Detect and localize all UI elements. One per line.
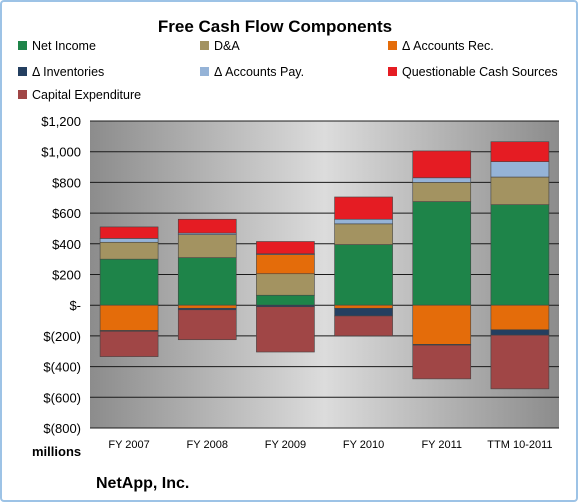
legend-label: Δ Accounts Rec. — [402, 39, 494, 53]
bar-segment-questionable-cash-sources — [99, 226, 159, 239]
legend-item-d-a: D&A — [200, 39, 240, 53]
legend-label: Δ Accounts Pay. — [214, 65, 304, 79]
bar-segment-accounts-rec — [334, 304, 393, 309]
x-tick-label: FY 2009 — [265, 439, 306, 451]
bar-segment-accounts-rec — [256, 254, 315, 275]
y-tick-label: $1,000 — [41, 145, 81, 160]
bar-segment-net-income — [412, 201, 472, 306]
legend-swatch — [18, 41, 27, 50]
x-tick-label: TTM 10-2011 — [487, 439, 552, 451]
legend-label: Net Income — [32, 39, 96, 53]
legend-swatch — [200, 41, 209, 50]
bar-group-fy-2011 — [412, 150, 472, 380]
units-label: millions — [32, 444, 81, 459]
bar-segment-capital-expenditure — [177, 309, 237, 341]
y-tick-label: $800 — [52, 175, 81, 190]
bar-segment-accounts-pay — [490, 161, 550, 178]
bar-segment-questionable-cash-sources — [490, 141, 550, 162]
company-name: NetApp, Inc. — [96, 475, 189, 492]
legend-label: Questionable Cash Sources — [402, 65, 558, 79]
legend-item-capital-expenditure: Capital Expenditure — [18, 88, 141, 102]
gridlines — [90, 120, 559, 429]
y-tick-label: $600 — [52, 206, 81, 221]
bar-segment-questionable-cash-sources — [256, 241, 315, 255]
bar-group-fy-2007 — [99, 226, 159, 357]
y-tick-label: $400 — [52, 237, 81, 252]
bar-group-fy-2008 — [177, 218, 237, 341]
y-tick-label: $(400) — [43, 360, 81, 375]
legend-swatch — [18, 67, 27, 76]
legend-swatch — [388, 67, 397, 76]
bar-segment-net-income — [256, 294, 315, 306]
legend-item-inventories: Δ Inventories — [18, 65, 104, 79]
y-tick-label: $1,200 — [41, 114, 81, 129]
bar-segment-capital-expenditure — [490, 334, 550, 390]
bar-segment-accounts-rec — [177, 304, 237, 309]
bar-group-ttm-10-2011 — [490, 141, 550, 390]
bar-segment-accounts-rec — [99, 304, 159, 331]
legend: Net Income D&A Δ Accounts Rec. Δ Inventorie… — [18, 39, 558, 102]
y-tick-label: $200 — [52, 268, 81, 283]
bar-group-fy-2010 — [334, 196, 393, 337]
x-tick-label: FY 2008 — [187, 439, 228, 451]
bar-segment-net-income — [334, 244, 393, 306]
y-tick-label: $(600) — [43, 390, 81, 405]
bar-segment-inventories — [334, 307, 393, 317]
y-tick-label: $- — [69, 298, 81, 313]
legend-item-net-income: Net Income — [18, 39, 96, 53]
bar-segment-net-income — [177, 257, 237, 306]
legend-label: D&A — [214, 39, 240, 53]
bar-segment-questionable-cash-sources — [334, 196, 393, 220]
y-axis-ticks: $(800) $(600) $(400) $(200) $- $200 $400 $600 $8… — [41, 114, 81, 436]
bar-segment-net-income — [99, 258, 159, 306]
x-tick-label: FY 2007 — [108, 439, 149, 451]
bar-segment-accounts-rec — [490, 304, 550, 331]
bar-segment-capital-expenditure — [99, 330, 159, 357]
bar-segment-questionable-cash-sources — [412, 150, 472, 179]
y-tick-label: $(200) — [43, 329, 81, 344]
bar-segment-d-a — [99, 241, 159, 260]
bar-segment-accounts-pay — [412, 177, 472, 183]
bar-segment-inventories — [490, 329, 550, 336]
x-tick-label: FY 2010 — [343, 439, 384, 451]
bar-group-fy-2009 — [256, 241, 315, 353]
bar-segment-d-a — [256, 273, 315, 296]
bar-segment-capital-expenditure — [334, 315, 393, 337]
bars — [99, 141, 550, 390]
y-tick-label: $(800) — [43, 421, 81, 436]
chart-title: Free Cash Flow Components — [158, 17, 392, 36]
bar-segment-d-a — [334, 223, 393, 245]
legend-swatch — [388, 41, 397, 50]
legend-label: Capital Expenditure — [32, 88, 141, 102]
bar-segment-questionable-cash-sources — [177, 218, 237, 234]
bar-segment-capital-expenditure — [412, 344, 472, 380]
bar-segment-d-a — [177, 234, 237, 258]
bar-segment-net-income — [490, 204, 550, 306]
legend-swatch — [18, 90, 27, 99]
legend-swatch — [200, 67, 209, 76]
bar-segment-accounts-pay — [334, 218, 393, 225]
bar-segment-d-a — [490, 176, 550, 205]
x-tick-label: FY 2011 — [421, 439, 462, 451]
bar-segment-capital-expenditure — [256, 306, 315, 353]
bar-segment-accounts-pay — [99, 238, 159, 243]
bar-segment-accounts-rec — [412, 304, 472, 345]
bar-segment-d-a — [412, 182, 472, 202]
x-axis-ticks: FY 2007 FY 2008 FY 2009 FY 2010 FY 2011 TTM 1… — [108, 439, 552, 451]
legend-label: Δ Inventories — [32, 65, 104, 79]
legend-item-questionable-cash-sources: Questionable Cash Sources — [388, 65, 558, 79]
legend-item-accounts-pay: Δ Accounts Pay. — [200, 65, 304, 79]
legend-item-accounts-rec: Δ Accounts Rec. — [388, 39, 494, 53]
